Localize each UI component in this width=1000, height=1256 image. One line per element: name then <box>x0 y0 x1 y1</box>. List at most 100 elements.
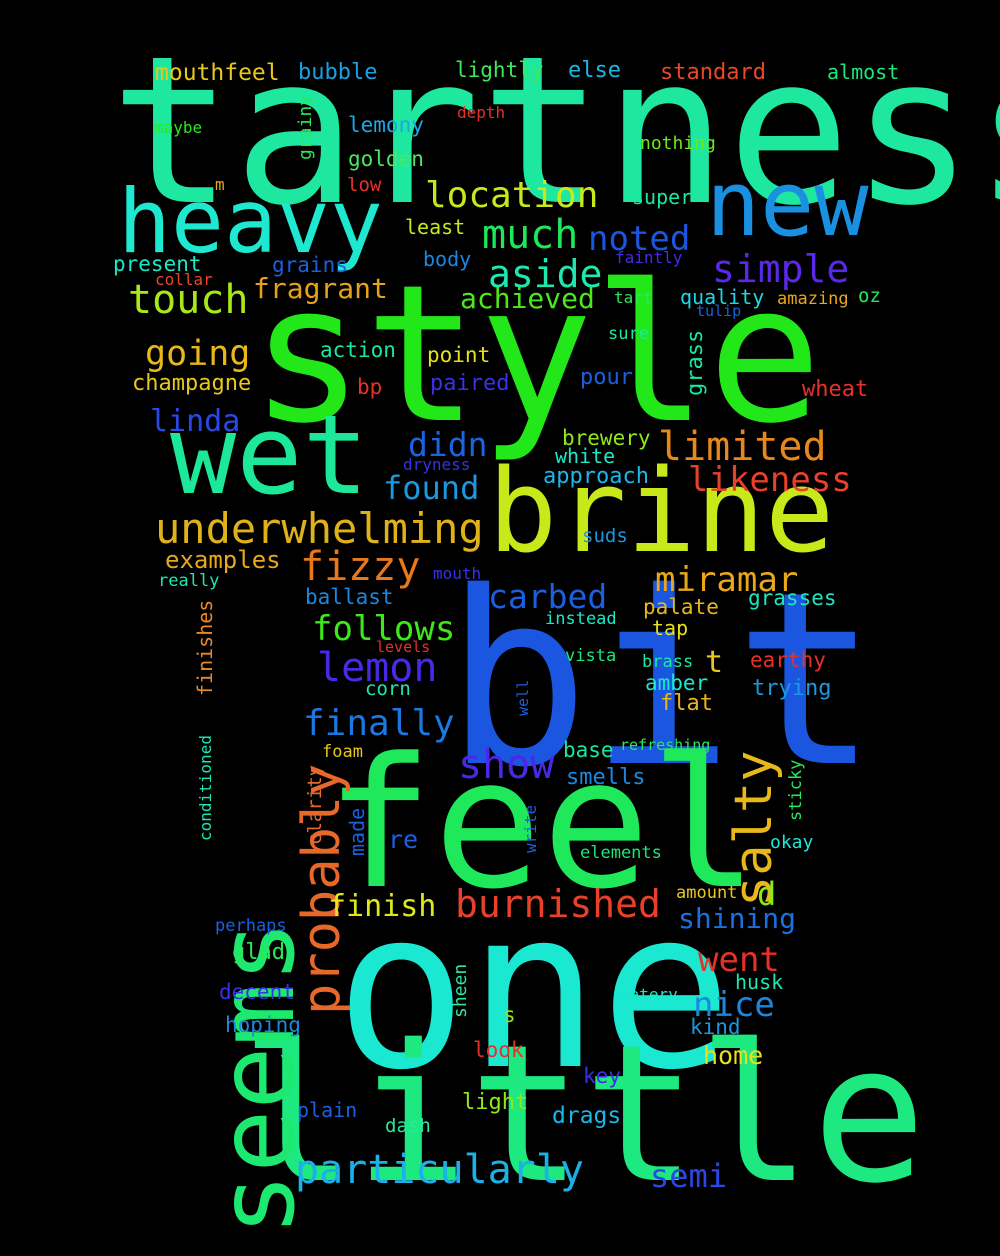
word-mouth: mouth <box>433 564 482 583</box>
word-foam: foam <box>322 742 363 762</box>
word-little: little <box>240 1004 927 1225</box>
word-going: going <box>145 334 251 374</box>
word-shining: shining <box>678 902 797 935</box>
word-clarity: clarity <box>304 764 326 845</box>
word-oz: oz <box>858 285 881 307</box>
word-sheen: sheen <box>450 963 471 1018</box>
word-style: style <box>250 244 822 465</box>
word-wheat: wheat <box>802 377 869 402</box>
word-amount: amount <box>676 883 738 903</box>
word-light: light <box>462 1090 529 1115</box>
word-depth: depth <box>457 103 506 122</box>
word-finishes: finishes <box>193 599 217 696</box>
word-kind: kind <box>690 1015 741 1039</box>
word-faintly: faintly <box>615 248 683 267</box>
word-m: m <box>215 175 225 194</box>
word-sure: sure <box>608 324 649 344</box>
word-levels: levels <box>376 638 431 656</box>
word-watery: watery <box>620 985 678 1004</box>
word-well: well <box>514 679 532 716</box>
word-white: white <box>555 444 616 468</box>
word-pour: pour <box>580 365 633 390</box>
word-decent: decent <box>219 980 295 1004</box>
word-tart: tart <box>614 288 653 307</box>
word-paired: paired <box>430 371 510 396</box>
word-corn: corn <box>365 678 411 700</box>
word-smells: smells <box>566 765 646 790</box>
word-present: present <box>113 252 202 276</box>
word-tap: tap <box>652 616 689 640</box>
word-burnished: burnished <box>455 882 661 926</box>
word-brine: brine <box>488 445 835 579</box>
word-home: home <box>703 1041 764 1070</box>
word-drags: drags <box>552 1103 622 1129</box>
word-key: key <box>583 1064 621 1088</box>
word-dryness: dryness <box>403 455 471 474</box>
word-found: found <box>383 469 480 507</box>
word-golden: golden <box>348 147 424 171</box>
word-t: t <box>705 645 724 680</box>
word-flat: flat <box>660 691 713 716</box>
word-aside: aside <box>488 252 603 296</box>
word-finish: finish <box>328 889 437 924</box>
word-noted: noted <box>588 219 691 259</box>
word-grasses: grasses <box>748 586 837 610</box>
word-d: d <box>757 875 777 913</box>
word-elements: elements <box>580 843 662 863</box>
word-standard: standard <box>660 60 766 85</box>
word-action: action <box>320 338 396 362</box>
word-location: location <box>425 175 599 216</box>
word-achieved: achieved <box>460 282 595 315</box>
word-grainy: grainy <box>295 94 316 160</box>
word-one: one <box>335 862 733 1118</box>
word-semi: semi <box>650 1157 728 1195</box>
word-okay: okay <box>770 832 814 853</box>
word-particularly: particularly <box>295 1147 584 1193</box>
word-feel: feel <box>325 720 759 929</box>
word-went: went <box>698 940 780 980</box>
word-show: show <box>458 742 555 788</box>
word-approach: approach <box>543 464 649 489</box>
word-dash: dash <box>385 1115 431 1137</box>
word-conditioned: conditioned <box>196 735 215 841</box>
word-amber: amber <box>645 671 709 695</box>
word-likeness: likeness <box>688 460 852 500</box>
word-heavy: heavy <box>118 170 383 273</box>
word-finally: finally <box>303 703 455 744</box>
word-body: body <box>423 247 472 271</box>
word-quality: quality <box>680 285 765 309</box>
word-examples: examples <box>165 546 281 574</box>
word-almost: almost <box>827 60 900 84</box>
word-lightly: lightly <box>455 58 544 82</box>
word-glad: glad <box>232 940 285 965</box>
word-refreshing: refreshing <box>620 736 711 754</box>
word-look: look <box>473 1038 524 1062</box>
word-nice: nice <box>693 985 775 1025</box>
word-underwhelming: underwhelming <box>155 504 484 553</box>
word-really: really <box>158 571 220 591</box>
word-made: made <box>345 807 369 856</box>
word-collar: collar <box>155 270 213 289</box>
word-brewery: brewery <box>562 426 651 450</box>
word-didn: didn <box>408 425 488 464</box>
word-palate: palate <box>643 595 719 619</box>
word-bit: bit <box>445 540 879 820</box>
word-grass: grass <box>683 329 708 396</box>
word-limited: limited <box>658 424 827 470</box>
word-wet: wet <box>170 391 369 519</box>
word-much: much <box>482 212 579 258</box>
word-super: super <box>632 185 693 209</box>
word-bubble: bubble <box>298 60 378 85</box>
word-write: write <box>521 804 540 853</box>
word-hoping: hoping <box>225 1013 301 1037</box>
word-amazing: amazing <box>777 289 849 309</box>
word-simple: simple <box>712 247 850 291</box>
word-brass: brass <box>642 652 694 672</box>
word-suds: suds <box>582 525 628 547</box>
word-earthy: earthy <box>750 648 826 672</box>
word-instead: instead <box>545 609 617 629</box>
word-least: least <box>405 215 466 239</box>
word-low: low <box>347 174 382 196</box>
word-carbed: carbed <box>488 577 608 616</box>
